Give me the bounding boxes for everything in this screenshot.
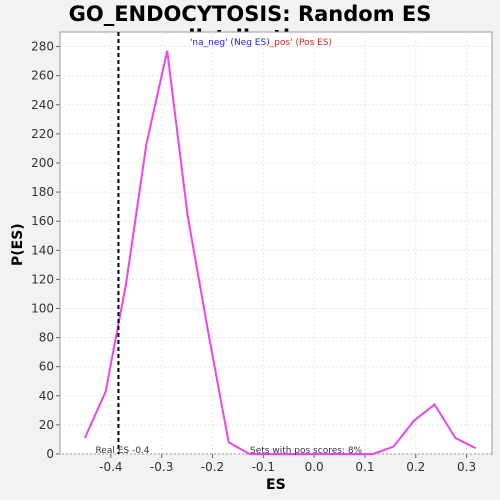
series-line [83, 50, 477, 455]
y-tick-label: 60 [39, 360, 54, 374]
y-tick-label: 20 [39, 418, 54, 432]
y-tick-label: 280 [31, 40, 54, 54]
y-tick-label: 160 [31, 214, 54, 228]
x-tick-label: 0.1 [355, 460, 374, 474]
x-tick-label: -0.3 [150, 460, 173, 474]
plot-area [59, 31, 493, 455]
y-tick-label: 140 [31, 243, 54, 257]
x-tick-label: 0.0 [305, 460, 324, 474]
legend-neg-entry: 'na_neg' (Neg ES) [190, 38, 270, 48]
y-tick-label: 40 [39, 389, 54, 403]
y-tick-label: 220 [31, 127, 54, 141]
y-tick-label: 240 [31, 98, 54, 112]
y-tick-label: 200 [31, 156, 54, 170]
legend: 'na_neg' (Neg ES)_pos' (Pos ES) [190, 38, 332, 48]
x-tick-label: 0.3 [457, 460, 476, 474]
x-tick-label: 0.2 [406, 460, 425, 474]
x-tick-label: -0.1 [252, 460, 275, 474]
grid [60, 32, 492, 455]
y-tick-label: 100 [31, 301, 54, 315]
x-axis-label: ES [266, 477, 286, 493]
axis-ticks: 0 20 40 60 80 100 120 140 160 180 200 220 240 260 280 -… [31, 40, 476, 474]
x-tick-label: -0.2 [201, 460, 224, 474]
y-tick-label: 120 [31, 272, 54, 286]
y-tick-label: 180 [31, 185, 54, 199]
legend-pos-entry: _pos' (Pos ES) [269, 38, 332, 48]
y-tick-label: 80 [39, 331, 54, 345]
x-tick-label: -0.4 [99, 460, 122, 474]
y-tick-label: 260 [31, 69, 54, 83]
y-tick-label: 0 [46, 447, 54, 461]
real-es-label: Real ES -0.4 [95, 446, 149, 456]
pos-scores-annotation: Sets with pos scores: 8% [250, 446, 363, 456]
